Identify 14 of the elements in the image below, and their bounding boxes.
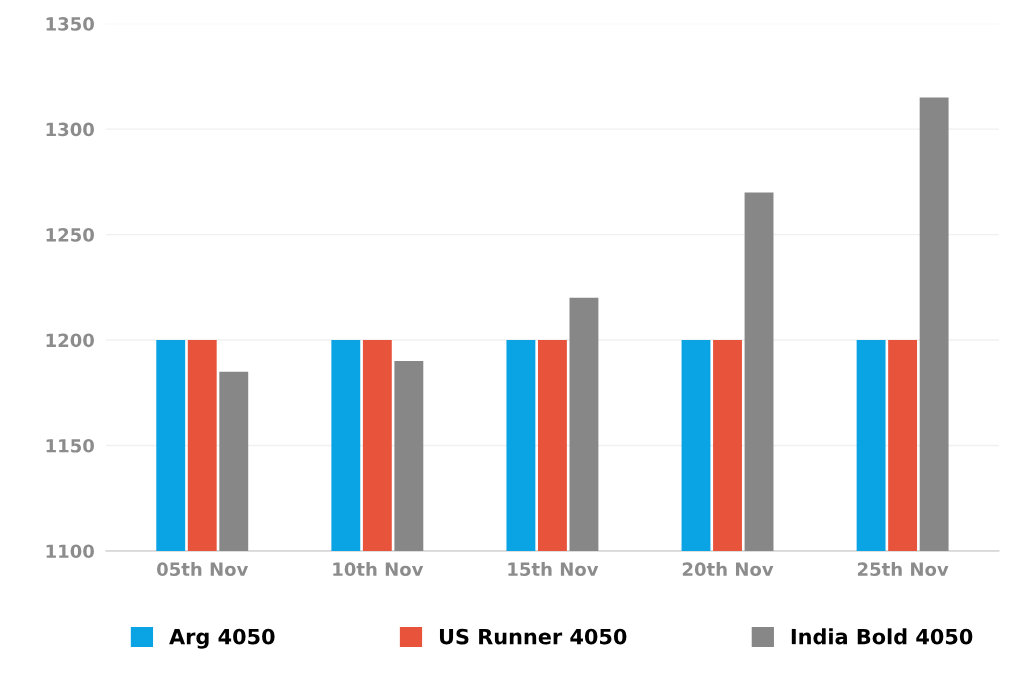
x-tick-label: 15th Nov [508, 562, 599, 577]
y-tick-label: 1250 [46, 228, 94, 242]
legend-label: Arg 4050 [169, 628, 275, 649]
y-tick-label: 1100 [46, 544, 94, 559]
y-tick-label: 1300 [46, 122, 94, 137]
x-tick-label: 10th Nov [333, 562, 424, 577]
legend-label: US Runner 4050 [439, 628, 627, 645]
y-tick-label: 1150 [46, 438, 94, 453]
x-tick-label: 20th Nov [682, 562, 774, 577]
x-tick-label: 05th Nov [157, 562, 249, 577]
legend-label: India Bold 4050 [791, 628, 973, 645]
x-tick-label: 25th Nov [857, 562, 949, 577]
y-tick-label: 1350 [46, 17, 94, 31]
y-tick-label: 1200 [46, 333, 94, 348]
